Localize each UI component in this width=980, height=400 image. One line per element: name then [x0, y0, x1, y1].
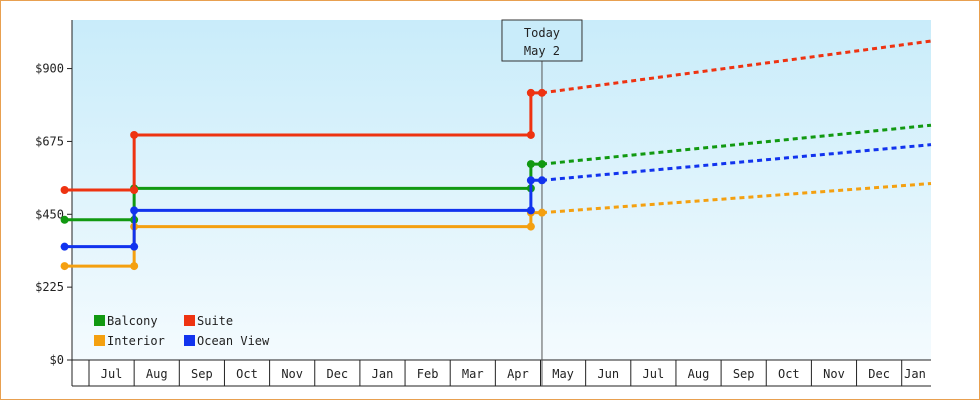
data-point-ocean-view [537, 176, 546, 185]
today-label: Today [524, 26, 560, 40]
data-point-interior [130, 262, 139, 271]
projection-line-interior [541, 182, 932, 215]
legend-label-ocean-view: Ocean View [197, 334, 270, 348]
data-point-suite [526, 88, 535, 97]
legend-label-suite: Suite [197, 314, 233, 328]
data-point-balcony [537, 160, 546, 169]
x-tick-label: Oct [236, 367, 258, 381]
x-tick-label: Jul [101, 367, 123, 381]
data-point-interior [60, 262, 69, 271]
x-tick-label: Sep [191, 367, 213, 381]
data-point-balcony [526, 160, 535, 169]
x-tick-label: Jan [372, 367, 394, 381]
y-tick-label: $225 [35, 280, 64, 294]
x-tick-label: Feb [417, 367, 439, 381]
data-point-interior [526, 222, 535, 231]
y-tick-label: $675 [35, 134, 64, 148]
legend-swatch-ocean-view [184, 335, 195, 346]
legend-swatch-suite [184, 315, 195, 326]
data-point-ocean-view [130, 242, 139, 251]
projection-line-balcony [541, 123, 932, 166]
data-point-suite [526, 130, 535, 139]
x-tick-label: Dec [326, 367, 348, 381]
data-point-suite [60, 186, 69, 194]
x-tick-label: Nov [823, 367, 845, 381]
x-tick-label: Aug [146, 367, 168, 381]
y-tick-label: $0 [50, 353, 64, 367]
data-point-suite [537, 88, 546, 97]
x-tick-label: Aug [688, 367, 710, 381]
data-point-ocean-view [526, 206, 535, 215]
projection-line-ocean-view [541, 143, 932, 182]
legend-label-interior: Interior [107, 334, 165, 348]
legend-swatch-interior [94, 335, 105, 346]
y-tick-label: $450 [35, 207, 64, 221]
x-tick-label: Sep [733, 367, 755, 381]
x-tick-label: Dec [868, 367, 890, 381]
plot-area [72, 20, 931, 360]
x-tick-label: Apr [507, 367, 529, 381]
legend-label-balcony: Balcony [107, 314, 158, 328]
data-point-interior [537, 208, 546, 217]
x-tick-label: Jun [597, 367, 619, 381]
today-date-label: May 2 [524, 44, 560, 58]
data-point-suite [130, 186, 139, 194]
y-tick-label: $900 [35, 62, 64, 76]
data-point-ocean-view [526, 176, 535, 185]
x-tick-label: Jan [904, 367, 926, 381]
x-tick-label: Oct [778, 367, 800, 381]
legend-swatch-balcony [94, 315, 105, 326]
x-tick-label: May [552, 367, 574, 381]
x-tick-label: Jul [643, 367, 665, 381]
x-tick-label: Nov [281, 367, 303, 381]
projection-line-suite [541, 39, 932, 95]
x-tick-label: Mar [462, 367, 484, 381]
data-point-suite [130, 130, 139, 139]
data-point-ocean-view [130, 206, 139, 215]
data-point-ocean-view [60, 242, 69, 251]
data-point-balcony [60, 215, 69, 224]
today-box [501, 19, 583, 62]
